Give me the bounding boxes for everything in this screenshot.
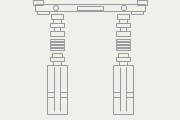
Bar [119, 19, 127, 23]
Bar [116, 42, 130, 44]
Bar [33, 0, 43, 5]
Bar [50, 45, 64, 47]
Bar [35, 4, 145, 11]
Bar [116, 31, 130, 36]
Bar [53, 19, 61, 23]
Bar [120, 27, 126, 31]
Bar [50, 42, 64, 44]
Bar [50, 23, 64, 27]
Bar [54, 27, 60, 31]
Bar [131, 11, 143, 14]
Bar [37, 11, 49, 14]
Bar [113, 65, 133, 114]
Bar [47, 65, 67, 114]
Bar [50, 57, 64, 61]
Bar [52, 53, 62, 57]
Bar [51, 14, 63, 19]
Bar [116, 23, 130, 27]
Bar [116, 48, 130, 50]
Bar [119, 61, 127, 65]
Bar [118, 53, 128, 57]
Bar [50, 31, 64, 36]
Bar [77, 6, 103, 10]
Bar [50, 39, 64, 41]
Bar [53, 61, 61, 65]
Bar [50, 48, 64, 50]
Bar [117, 14, 129, 19]
Bar [116, 45, 130, 47]
Bar [116, 39, 130, 41]
Bar [137, 0, 147, 5]
Bar [116, 57, 130, 61]
